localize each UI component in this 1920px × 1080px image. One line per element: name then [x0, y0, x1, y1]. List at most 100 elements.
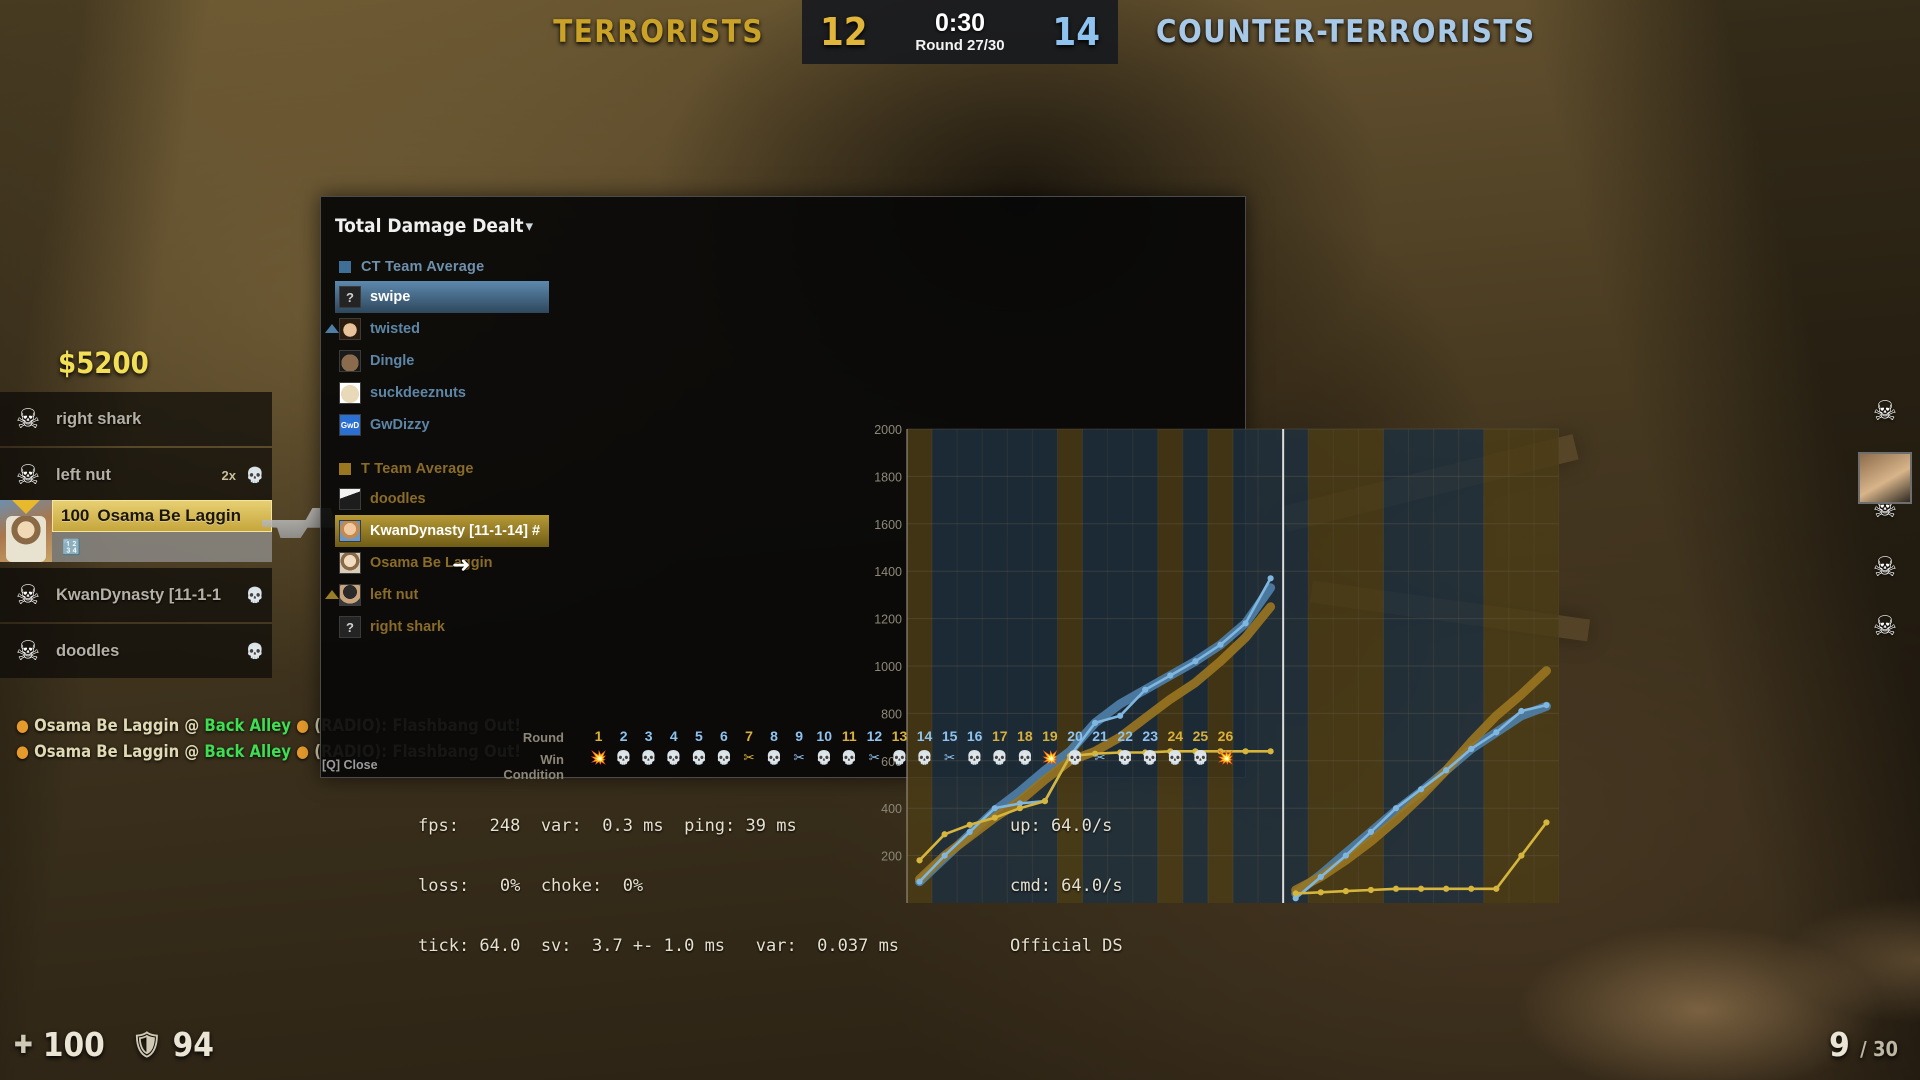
ct-player-rows: ? swipe twisted Dingle suckdeeznuts GwD GwDizz…	[325, 281, 549, 441]
avatar	[339, 382, 361, 404]
round-number-label: 7	[745, 728, 753, 744]
radio-player: Osama Be Laggin	[34, 742, 180, 761]
round-axis: Round Win Condition 1 💥 2 💀 3 💀 4 💀 5 💀 6 💀 7 ✂ 8 💀 9 ✂ 10…	[503, 722, 1246, 782]
netgraph-line-2: loss: 0% choke: 0%	[418, 876, 644, 896]
t-color-swatch	[339, 463, 351, 475]
t-team-average-row[interactable]: T Team Average	[335, 455, 549, 483]
netgraph-line-3: tick: 64.0 sv: 3.7 +- 1.0 ms var: 0.037 …	[418, 936, 900, 956]
triangle-marker-icon	[325, 324, 339, 333]
player-name: doodles	[56, 641, 120, 660]
skull-badge-icon: 💀	[245, 467, 265, 484]
ammo-total: / 30	[1860, 1037, 1898, 1061]
win-condition-icon: 💀	[916, 750, 933, 765]
legend-player-row[interactable]: twisted	[325, 313, 549, 345]
legend-player-name: swipe	[370, 289, 411, 305]
shield-icon: 🛡	[130, 1029, 163, 1059]
svg-text:1800: 1800	[874, 470, 902, 484]
avatar	[339, 584, 361, 606]
win-condition-icon: 💀	[1191, 750, 1209, 765]
avatar-image	[6, 516, 46, 562]
netgraph-cmd: cmd: 64.0/s	[1010, 876, 1123, 896]
round-number-label: 18	[1017, 728, 1033, 744]
round-number-label: 3	[644, 728, 653, 744]
round-number-label: 25	[1192, 728, 1209, 744]
skull-icon: ☠	[1872, 611, 1898, 641]
skull-icon: ☠	[15, 579, 41, 610]
terrorist-score: 12	[820, 10, 868, 54]
win-condition-icon: 💀	[1166, 750, 1184, 765]
hud-ammo: 9 / 30	[1829, 1025, 1898, 1064]
legend-player-row[interactable]: GwD GwDizzy	[335, 409, 549, 441]
round-number-label: 22	[1117, 728, 1133, 744]
win-condition-icon: ✂	[868, 750, 881, 765]
hud-armor: 🛡 94	[131, 1025, 214, 1064]
legend-player-row[interactable]: Osama Be Laggin	[335, 547, 549, 579]
round-number-label: 8	[770, 728, 778, 744]
round-number-label: 13	[891, 728, 908, 744]
list-item[interactable]: ☠ right shark	[0, 392, 272, 446]
self-player-card[interactable]: 100 Osama Be Laggin 🔢	[0, 500, 272, 562]
legend-player-name: GwDizzy	[370, 417, 430, 433]
score-center: 12 0:30 Round 27/30 14	[802, 0, 1118, 64]
avatar	[339, 488, 361, 510]
legend-player-row[interactable]: KwanDynasty [11-1-14] #	[335, 515, 549, 547]
ct-color-swatch	[339, 261, 351, 273]
chevron-down-icon[interactable]: ▾	[525, 218, 533, 235]
netgraph-right: up: 64.0/s cmd: 64.0/s Official DS	[1010, 776, 1123, 976]
win-condition-icon: 💀	[1141, 750, 1159, 765]
list-item[interactable]: ☠ left nut 2x 💀	[0, 448, 272, 502]
round-number-label: 11	[841, 728, 857, 744]
svg-text:400: 400	[881, 802, 902, 816]
armor-value: 94	[172, 1025, 214, 1064]
win-condition-icon: ✂	[793, 750, 805, 765]
avatar	[339, 350, 361, 372]
round-number-label: 4	[669, 728, 678, 744]
ct-team-average-row[interactable]: CT Team Average	[335, 253, 549, 281]
match-stats-panel: Total Damage Dealt ▾ CT Team Average ? sw…	[320, 196, 1559, 903]
win-condition-icon: 💀	[665, 750, 683, 765]
triangle-marker-icon	[325, 590, 339, 599]
win-condition-icon: 💀	[690, 750, 708, 765]
player-name: left nut	[56, 465, 111, 484]
win-condition-icon: 💀	[1066, 750, 1084, 765]
legend-player-name: right shark	[370, 619, 445, 635]
legend-player-row[interactable]: left nut	[325, 579, 549, 611]
hud-health-armor: ✚ 100 🛡 94	[14, 1025, 214, 1064]
list-item[interactable]: ☠ KwanDynasty [11-1-1 💀	[0, 568, 272, 622]
legend-player-name: suckdeeznuts	[370, 385, 466, 401]
legend-player-name: Osama Be Laggin	[370, 555, 493, 571]
win-condition-icon: 💀	[1016, 750, 1034, 765]
ct-team-average-label: CT Team Average	[361, 259, 485, 275]
cross-icon: ✚	[14, 1030, 33, 1059]
close-hint[interactable]: [Q] Close	[322, 758, 378, 772]
team-player-list: ☠ right shark ☠ left nut 2x 💀 ☠ KwanDyna…	[0, 392, 272, 680]
round-number-label: 6	[720, 728, 728, 744]
round-number-label: 23	[1142, 728, 1158, 744]
t-player-rows: doodles KwanDynasty [11-1-14] # Osama Be L…	[325, 483, 549, 643]
legend-player-row[interactable]: doodles	[335, 483, 549, 515]
round-clock: 0:30	[934, 9, 986, 38]
legend-player-row[interactable]: suckdeeznuts	[335, 377, 549, 409]
legend-player-row[interactable]: Dingle	[335, 345, 549, 377]
list-item[interactable]: ☠ doodles 💀	[0, 624, 272, 678]
legend-player-row[interactable]: ? swipe	[335, 281, 549, 313]
round-number-label: 20	[1067, 728, 1083, 744]
win-condition-icon: 💀	[815, 750, 833, 765]
round-number-label: 19	[1042, 728, 1058, 744]
t-team-average-label: T Team Average	[361, 461, 474, 477]
skull-badge-icon: 💀	[245, 587, 265, 604]
round-number-label: 1	[594, 728, 603, 744]
radio-location: Back Alley	[204, 716, 291, 735]
win-condition-icon: 💀	[891, 750, 908, 765]
round-number-label: 10	[816, 728, 832, 744]
stat-selector-dropdown[interactable]: Total Damage Dealt ▾	[335, 215, 549, 237]
legend-player-row[interactable]: ? right shark	[335, 611, 549, 643]
self-card-body: 100 Osama Be Laggin 🔢	[52, 500, 272, 562]
legend-player-name: left nut	[370, 587, 419, 603]
svg-text:200: 200	[881, 850, 902, 864]
stats-legend-sidebar: Total Damage Dealt ▾ CT Team Average ? sw…	[321, 197, 549, 777]
active-player-arrow-icon	[12, 500, 40, 514]
round-number-label: 15	[941, 728, 958, 744]
round-number-label: 14	[916, 728, 933, 744]
win-condition-icon: 💀	[765, 750, 783, 765]
